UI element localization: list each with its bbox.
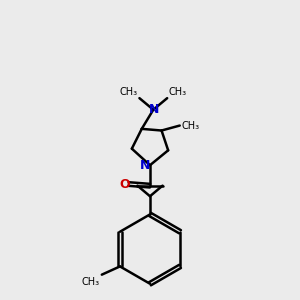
Text: CH₃: CH₃ (182, 121, 200, 130)
Text: N: N (149, 103, 159, 116)
Text: N: N (140, 159, 150, 172)
Text: CH₃: CH₃ (81, 277, 99, 287)
Text: O: O (119, 178, 130, 190)
Text: CH₃: CH₃ (120, 86, 138, 97)
Text: CH₃: CH₃ (169, 86, 187, 97)
